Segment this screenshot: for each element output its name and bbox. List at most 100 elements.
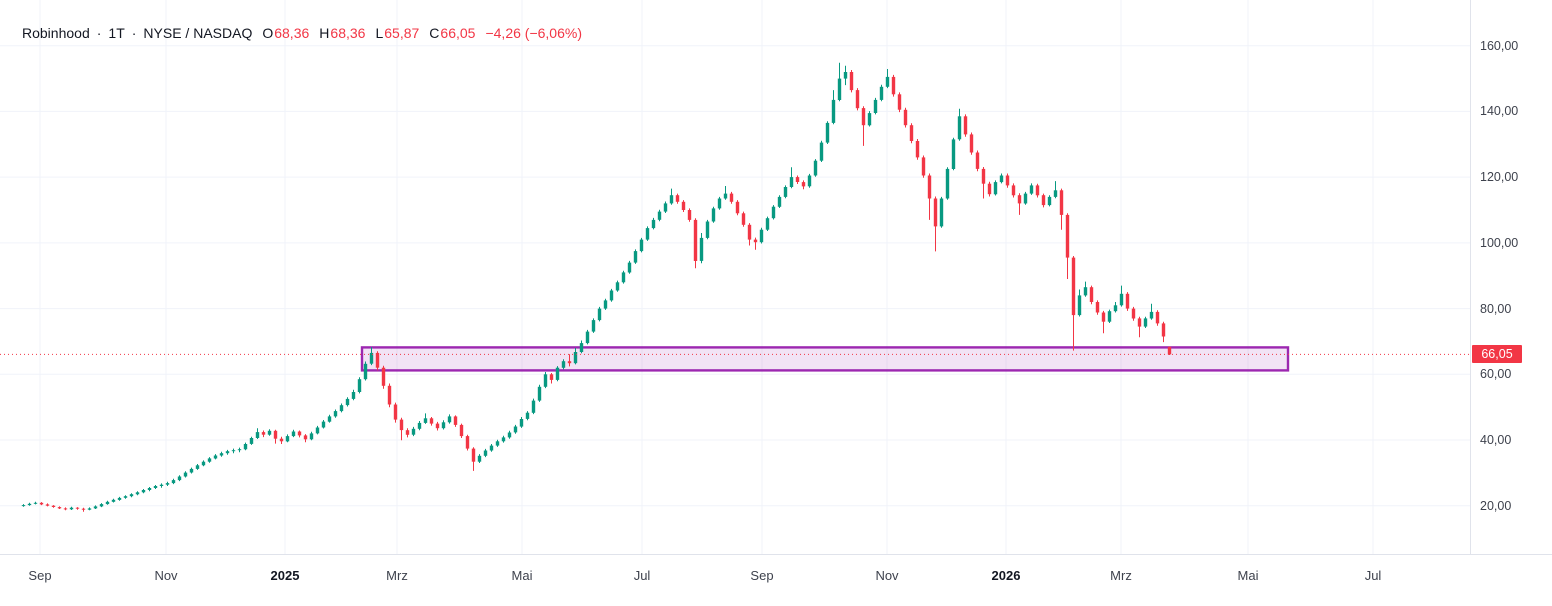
candle-body[interactable]: [615, 282, 620, 291]
candle-body[interactable]: [321, 421, 326, 428]
candle-body[interactable]: [1065, 214, 1070, 258]
candle-body[interactable]: [165, 483, 170, 485]
candle-body[interactable]: [879, 86, 884, 100]
candle-body[interactable]: [753, 239, 758, 243]
candle-body[interactable]: [687, 210, 692, 220]
candle-body[interactable]: [111, 499, 116, 502]
candle-body[interactable]: [93, 506, 98, 509]
candle-body[interactable]: [153, 486, 158, 488]
candle-body[interactable]: [1119, 293, 1124, 306]
candle-body[interactable]: [1143, 318, 1148, 327]
candle-body[interactable]: [351, 392, 356, 399]
candle-body[interactable]: [663, 203, 668, 212]
candle-body[interactable]: [129, 494, 134, 497]
candle-body[interactable]: [873, 99, 878, 113]
candle-body[interactable]: [633, 251, 638, 263]
candle-body[interactable]: [297, 431, 302, 436]
candle-body[interactable]: [471, 448, 476, 462]
candle-body[interactable]: [273, 430, 278, 439]
candle-body[interactable]: [1077, 295, 1082, 316]
candle-body[interactable]: [645, 228, 650, 240]
candle-body[interactable]: [1131, 308, 1136, 319]
candle-body[interactable]: [69, 507, 74, 510]
candle-body[interactable]: [987, 183, 992, 195]
candle-body[interactable]: [885, 76, 890, 87]
candle-body[interactable]: [1155, 311, 1160, 324]
candle-body[interactable]: [969, 134, 974, 153]
support-resistance-zone[interactable]: [360, 346, 1290, 372]
candle-body[interactable]: [837, 78, 842, 100]
candle-body[interactable]: [357, 379, 362, 392]
candle-body[interactable]: [597, 308, 602, 321]
candle-body[interactable]: [261, 432, 266, 435]
candle-body[interactable]: [27, 503, 32, 506]
candle-body[interactable]: [1101, 312, 1106, 322]
candle-body[interactable]: [1095, 302, 1100, 313]
candle-body[interactable]: [375, 352, 380, 368]
candle-body[interactable]: [1137, 318, 1142, 327]
candle-body[interactable]: [657, 211, 662, 220]
candle-body[interactable]: [1005, 175, 1010, 186]
candle-body[interactable]: [117, 497, 122, 500]
candle-body[interactable]: [699, 237, 704, 261]
candle-body[interactable]: [315, 427, 320, 434]
candle-body[interactable]: [255, 432, 260, 438]
candle-body[interactable]: [501, 437, 506, 442]
candle-body[interactable]: [21, 505, 26, 507]
candle-body[interactable]: [465, 436, 470, 449]
candle-body[interactable]: [843, 72, 848, 79]
candle-body[interactable]: [1089, 287, 1094, 302]
candle-body[interactable]: [999, 175, 1004, 183]
candle-body[interactable]: [333, 411, 338, 417]
candle-body[interactable]: [675, 195, 680, 202]
candle-body[interactable]: [291, 431, 296, 437]
candle-body[interactable]: [507, 432, 512, 438]
candle-body[interactable]: [417, 422, 422, 429]
candle-body[interactable]: [639, 239, 644, 252]
candle-body[interactable]: [861, 108, 866, 126]
candle-body[interactable]: [267, 430, 272, 435]
candle-body[interactable]: [981, 168, 986, 184]
candle-body[interactable]: [303, 435, 308, 440]
candle-body[interactable]: [309, 433, 314, 440]
candle-body[interactable]: [567, 361, 572, 364]
candle-body[interactable]: [57, 507, 62, 509]
candle-body[interactable]: [651, 219, 656, 229]
candle-body[interactable]: [627, 262, 632, 273]
symbol-name[interactable]: Robinhood: [22, 25, 90, 41]
candle-body[interactable]: [951, 139, 956, 169]
candle-body[interactable]: [219, 453, 224, 456]
candle-body[interactable]: [591, 320, 596, 332]
candle-body[interactable]: [1011, 185, 1016, 196]
candle-body[interactable]: [513, 426, 518, 433]
candle-body[interactable]: [477, 455, 482, 462]
candle-body[interactable]: [807, 175, 812, 187]
candle-body[interactable]: [729, 193, 734, 202]
candle-body[interactable]: [531, 400, 536, 413]
candle-body[interactable]: [909, 125, 914, 141]
candle-body[interactable]: [921, 157, 926, 176]
candle-body[interactable]: [573, 352, 578, 364]
candle-body[interactable]: [441, 422, 446, 429]
candle-body[interactable]: [483, 450, 488, 456]
candle-body[interactable]: [693, 219, 698, 261]
candle-body[interactable]: [183, 472, 188, 477]
candle-body[interactable]: [1071, 257, 1076, 316]
candle-body[interactable]: [105, 501, 110, 505]
candle-body[interactable]: [171, 480, 176, 484]
candle-body[interactable]: [45, 504, 50, 506]
candle-body[interactable]: [345, 398, 350, 406]
candle-body[interactable]: [81, 508, 86, 510]
candle-body[interactable]: [339, 405, 344, 412]
candle-body[interactable]: [537, 386, 542, 401]
candle-body[interactable]: [405, 430, 410, 435]
candle-body[interactable]: [525, 412, 530, 419]
candle-body[interactable]: [549, 374, 554, 380]
candle-body[interactable]: [435, 423, 440, 429]
candle-body[interactable]: [1047, 196, 1052, 206]
candle-body[interactable]: [237, 449, 242, 451]
candle-body[interactable]: [705, 221, 710, 238]
candle-body[interactable]: [453, 416, 458, 425]
candle-body[interactable]: [147, 488, 152, 490]
candle-body[interactable]: [783, 187, 788, 197]
